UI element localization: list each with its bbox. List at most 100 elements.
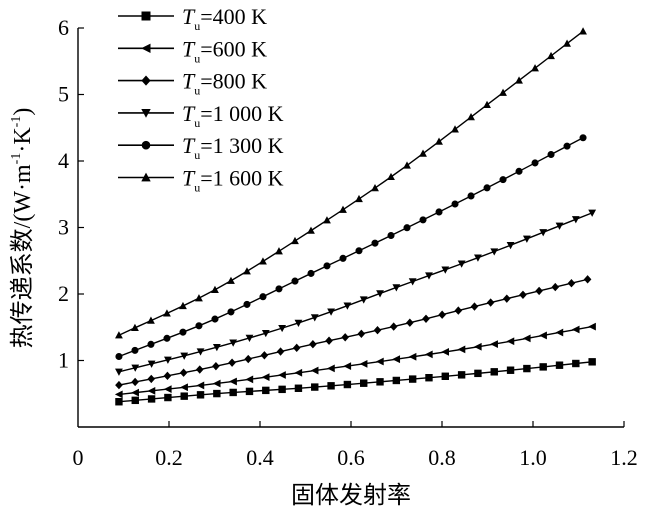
series-1: [114, 322, 596, 399]
data-point-square: [474, 369, 482, 378]
data-point-triangle-down: [196, 348, 205, 356]
data-point-triangle-left: [196, 381, 205, 390]
data-point-triangle-down: [180, 352, 189, 360]
data-point-triangle-left: [457, 345, 466, 354]
data-point-triangle-up: [147, 316, 155, 324]
data-point-triangle-up: [403, 161, 411, 169]
data-point-circle: [163, 334, 171, 342]
data-point-triangle-up: [227, 276, 235, 284]
data-point-triangle-up: [531, 64, 539, 72]
data-point-square: [245, 387, 254, 396]
data-point-triangle-down: [163, 356, 172, 364]
x-tick-label: 0.8: [428, 445, 456, 470]
data-point-square: [147, 395, 156, 403]
series-5: [115, 27, 587, 339]
y-tick-label: 1: [58, 348, 69, 373]
data-point-square: [441, 372, 449, 380]
legend-label: Tu=1 000 K: [182, 101, 284, 130]
data-point-circle: [227, 308, 235, 316]
legend-item: Tu=600 K: [118, 36, 267, 65]
data-point-triangle-up: [307, 226, 315, 234]
data-point-circle: [451, 200, 459, 208]
data-point-triangle-down: [294, 319, 303, 327]
data-point-triangle-left: [555, 328, 564, 337]
data-point-triangle-up: [131, 323, 139, 332]
data-point-triangle-up: [563, 39, 571, 47]
data-point-circle: [131, 346, 139, 354]
data-point-triangle-down: [457, 260, 466, 268]
data-point-triangle-down: [212, 344, 221, 352]
legend-item: Tu=1 600 K: [118, 166, 284, 195]
data-point-diamond: [147, 374, 156, 384]
data-point-circle: [323, 262, 331, 270]
data-point-triangle-down: [310, 314, 319, 322]
data-point-triangle-left: [261, 373, 270, 382]
data-point-square: [572, 359, 580, 368]
data-point-triangle-down: [555, 222, 564, 230]
data-point-triangle-down: [278, 324, 287, 333]
data-point-square: [213, 389, 221, 398]
y-axis-title-exp2: -1: [9, 116, 24, 128]
data-point-triangle-down: [327, 308, 335, 316]
data-point-triangle-left: [163, 385, 172, 393]
data-point-triangle-up: [435, 137, 443, 145]
data-point-diamond: [422, 314, 430, 323]
data-point-circle: [211, 315, 219, 323]
data-point-diamond: [341, 333, 350, 342]
legend-item: Tu=800 K: [118, 69, 267, 98]
data-point-square: [131, 396, 139, 405]
data-point-square: [141, 11, 151, 21]
data-point-triangle-up: [115, 331, 123, 339]
data-point-square: [376, 378, 384, 386]
data-point-diamond: [163, 371, 172, 381]
y-tick-label: 3: [58, 215, 69, 240]
data-point-diamond: [212, 362, 220, 371]
x-tick-label: 1.2: [610, 445, 638, 470]
data-point-circle: [467, 192, 475, 200]
data-point-square: [588, 358, 596, 366]
data-point-triangle-left: [180, 383, 188, 392]
data-point-diamond: [406, 318, 414, 327]
legend-label: Tu=1 600 K: [182, 166, 284, 195]
legend-item: Tu=1 300 K: [118, 133, 284, 162]
y-tick-label: 2: [58, 281, 69, 306]
data-point-diamond: [260, 351, 269, 360]
data-point-triangle-down: [506, 242, 515, 250]
legend-label: Tu=1 300 K: [182, 133, 284, 162]
data-point-triangle-up: [355, 194, 363, 203]
data-point-square: [115, 398, 123, 406]
data-point-square: [506, 366, 515, 374]
data-point-triangle-up: [243, 267, 251, 275]
data-point-circle: [547, 150, 555, 159]
data-point-triangle-left: [408, 352, 417, 361]
data-point-triangle-up: [163, 309, 171, 317]
data-point-triangle-up: [339, 205, 347, 213]
legend-label: Tu=800 K: [182, 69, 267, 98]
data-point-triangle-down: [392, 284, 401, 292]
legend-item: Tu=1 000 K: [118, 101, 284, 130]
data-point-diamond: [309, 340, 317, 349]
data-point-triangle-left: [212, 379, 221, 388]
data-point-circle: [291, 277, 299, 285]
data-point-square: [457, 371, 466, 379]
data-point-circle: [387, 231, 395, 240]
x-axis-ticks: 0 0.2 0.4 0.6 0.8 1.0 1.2: [73, 421, 638, 470]
data-point-diamond: [583, 275, 592, 284]
data-point-square: [164, 393, 172, 402]
y-tick-label: 6: [58, 15, 69, 40]
data-point-triangle-down: [474, 254, 482, 262]
data-point-triangle-left: [327, 364, 335, 373]
data-point-square: [408, 375, 417, 383]
data-point-triangle-up: [451, 125, 459, 133]
data-point-triangle-left: [506, 337, 515, 346]
data-point-circle: [435, 208, 443, 216]
data-point-triangle-up: [211, 285, 219, 293]
y-axis-ticks: 1 2 3 4 5 6: [58, 15, 84, 373]
data-point-triangle-down: [588, 209, 597, 217]
data-point-triangle-left: [441, 348, 449, 356]
data-point-triangle-down: [131, 364, 140, 372]
data-point-diamond: [373, 326, 382, 335]
data-point-circle: [275, 285, 283, 293]
data-point-diamond: [454, 306, 463, 315]
data-point-triangle-left: [245, 375, 254, 384]
